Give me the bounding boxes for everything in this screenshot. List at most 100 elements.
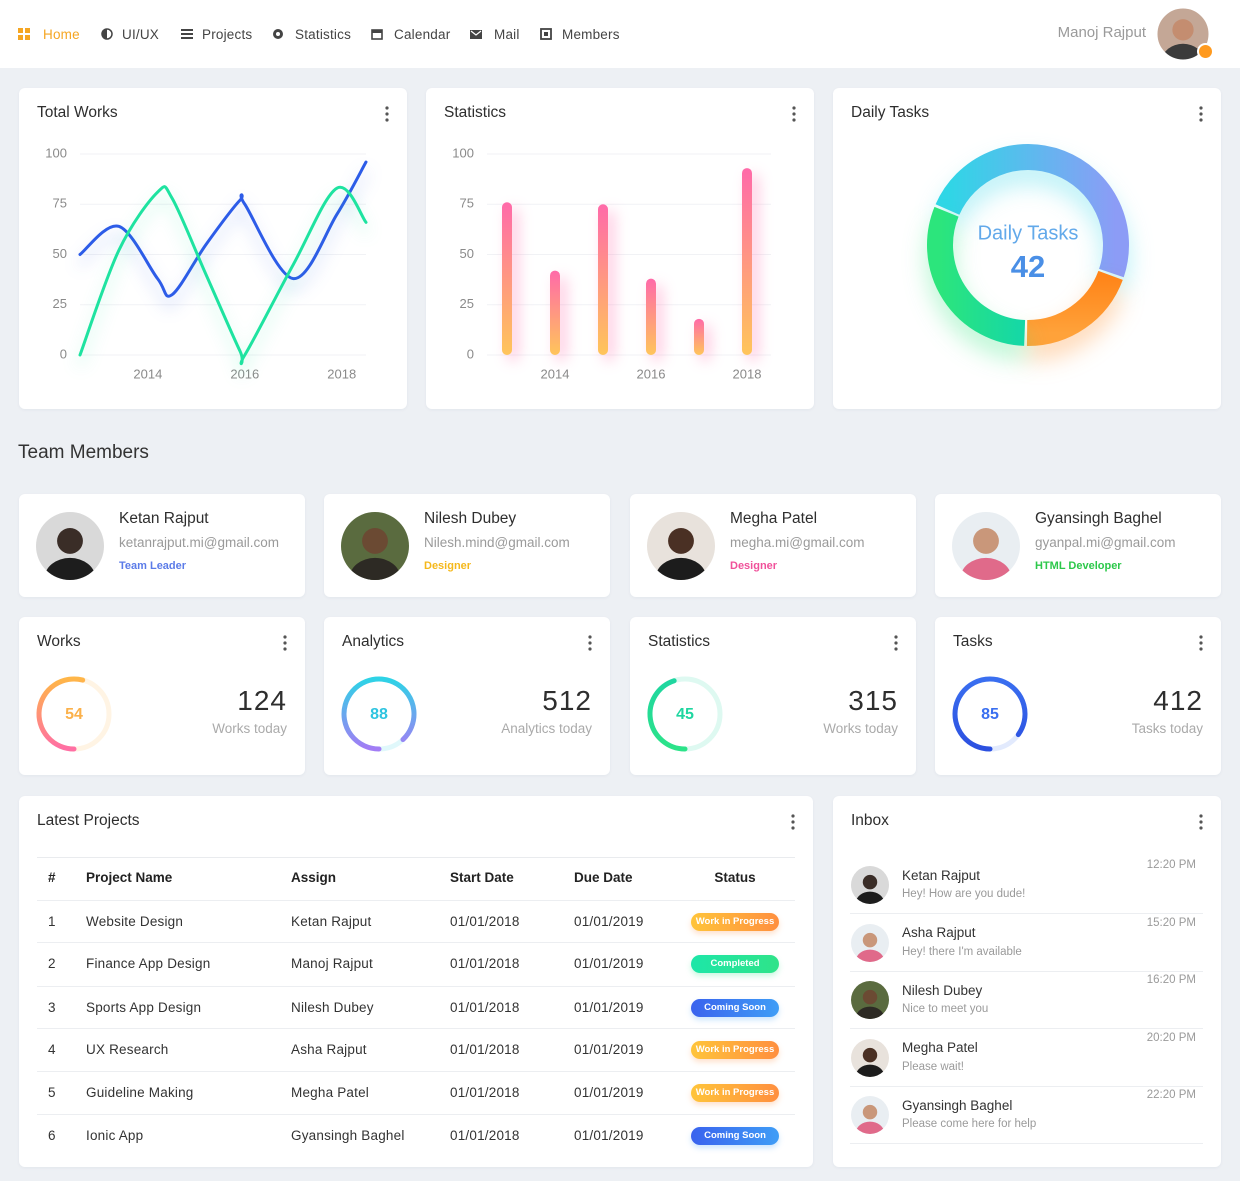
avatar-head bbox=[862, 874, 878, 890]
nav-item[interactable]: Projects bbox=[202, 26, 253, 42]
projects-card: Latest Projects # Project Name Assign Start … bbox=[19, 796, 813, 1167]
avatar-body bbox=[855, 1006, 885, 1019]
menu-dot bbox=[1199, 647, 1203, 651]
menu-button[interactable] bbox=[1198, 106, 1204, 122]
nav-icon bbox=[371, 29, 383, 40]
member-role: Designer bbox=[424, 560, 472, 573]
bar bbox=[598, 204, 608, 355]
stat-card: Analytics 88 512 Analytics today bbox=[324, 617, 610, 775]
status-badge: Work in Progress bbox=[691, 1084, 779, 1102]
message-sender: Ketan Rajput bbox=[902, 867, 981, 883]
avatar-body bbox=[349, 557, 401, 580]
menu-button[interactable] bbox=[790, 814, 796, 830]
menu-button[interactable] bbox=[384, 106, 390, 122]
message-divider bbox=[850, 1085, 1203, 1087]
menu-dot bbox=[792, 112, 796, 116]
menu-dot bbox=[1199, 106, 1203, 110]
nav-icon bbox=[18, 28, 30, 40]
member-card: Ketan Rajput ketanrajput.mi@gmail.com Team… bbox=[19, 494, 305, 597]
menu-dot bbox=[588, 635, 592, 639]
icon-part bbox=[540, 28, 552, 40]
ring-progress bbox=[341, 676, 417, 752]
bar-chart: 0 25 50 75 100 2014 2016 2018 bbox=[452, 145, 771, 381]
bar bbox=[742, 168, 752, 355]
table-cell: 3 bbox=[48, 999, 56, 1015]
table-cell: 01/01/2019 bbox=[574, 913, 644, 929]
menu-dot bbox=[283, 635, 287, 639]
avatar-body bbox=[655, 557, 707, 580]
card-title: Statistics bbox=[444, 103, 507, 121]
progress-ring: 45 bbox=[647, 676, 723, 752]
avatar bbox=[851, 1038, 889, 1077]
stat-value: 512 bbox=[542, 685, 592, 717]
table-cell: 1 bbox=[48, 913, 56, 929]
avatar bbox=[952, 512, 1020, 580]
nav-item[interactable]: Calendar bbox=[394, 26, 451, 42]
icon-part bbox=[181, 33, 193, 35]
member-card: Nilesh Dubey Nilesh.mind@gmail.com Designe… bbox=[324, 494, 610, 597]
icon-part bbox=[276, 32, 280, 36]
member-role: Designer bbox=[730, 560, 778, 573]
donut-segment bbox=[927, 206, 1026, 346]
icon-part bbox=[372, 30, 382, 33]
card-title: Inbox bbox=[851, 811, 889, 829]
nav-item[interactable]: Statistics bbox=[295, 26, 352, 42]
nav-item[interactable]: Mail bbox=[494, 26, 520, 42]
menu-button[interactable] bbox=[893, 635, 899, 651]
nav-icon bbox=[470, 30, 482, 39]
avatar-photo bbox=[851, 866, 889, 904]
nav-icon bbox=[273, 29, 283, 39]
status-badge: Completed bbox=[691, 955, 779, 973]
row-divider bbox=[37, 900, 795, 901]
menu-button[interactable] bbox=[1198, 814, 1204, 830]
table-cell: 01/01/2018 bbox=[450, 999, 520, 1015]
menu-button[interactable] bbox=[791, 106, 797, 122]
donut-center-label: Daily Tasks bbox=[978, 222, 1079, 244]
icon-part bbox=[18, 28, 23, 33]
section-title: Team Members bbox=[18, 441, 149, 463]
card-title: Analytics bbox=[342, 632, 405, 650]
avatar-photo bbox=[952, 512, 1020, 580]
bar bbox=[502, 202, 512, 355]
ring-progress bbox=[647, 678, 688, 752]
menu-dot bbox=[792, 106, 796, 110]
x-tick-label: 2016 bbox=[637, 366, 666, 381]
y-tick-label: 25 bbox=[460, 296, 474, 311]
message-time: 12:20 PM bbox=[1146, 859, 1196, 872]
menu-dot bbox=[1199, 118, 1203, 122]
table-cell: Finance App Design bbox=[86, 955, 211, 971]
message-sender: Megha Patel bbox=[902, 1040, 978, 1056]
table-cell: 01/01/2018 bbox=[450, 955, 520, 971]
nav-item[interactable]: Members bbox=[562, 26, 620, 42]
x-tick-label: 2014 bbox=[133, 366, 162, 381]
message-divider bbox=[850, 913, 1203, 914]
menu-button[interactable] bbox=[1198, 635, 1204, 651]
x-tick-label: 2014 bbox=[541, 366, 570, 381]
member-email: Nilesh.mind@gmail.com bbox=[424, 534, 570, 550]
ring-value: 45 bbox=[676, 706, 694, 723]
menu-dot bbox=[791, 826, 795, 830]
chart-card: Total Works 0 25 50 75 100 2014 2016 2018 bbox=[19, 88, 407, 409]
avatar-head bbox=[973, 527, 999, 554]
nav-item[interactable]: Home bbox=[43, 26, 80, 42]
column-header: Status bbox=[714, 869, 756, 885]
progress-ring: 85 bbox=[952, 676, 1028, 752]
table-cell: 4 bbox=[48, 1041, 56, 1057]
table-cell: 01/01/2018 bbox=[450, 1084, 520, 1100]
message-divider bbox=[850, 1028, 1203, 1029]
column-header: Start Date bbox=[450, 869, 514, 885]
menu-button[interactable] bbox=[282, 635, 288, 651]
top-nav: Home UI/UX Projects Statistics Calendar Mail M… bbox=[0, 0, 1240, 68]
card-title: Tasks bbox=[953, 632, 993, 650]
bar bbox=[550, 270, 560, 355]
nav-item[interactable]: UI/UX bbox=[122, 26, 160, 42]
member-role: HTML Developer bbox=[1035, 560, 1122, 573]
message-divider bbox=[850, 1143, 1203, 1144]
menu-button[interactable] bbox=[587, 635, 593, 651]
status-label: Work in Progress bbox=[695, 1044, 775, 1055]
card-title: Total Works bbox=[37, 103, 118, 121]
menu-dot bbox=[283, 641, 287, 645]
y-tick-label: 0 bbox=[467, 346, 474, 361]
avatar-body bbox=[855, 1121, 885, 1134]
